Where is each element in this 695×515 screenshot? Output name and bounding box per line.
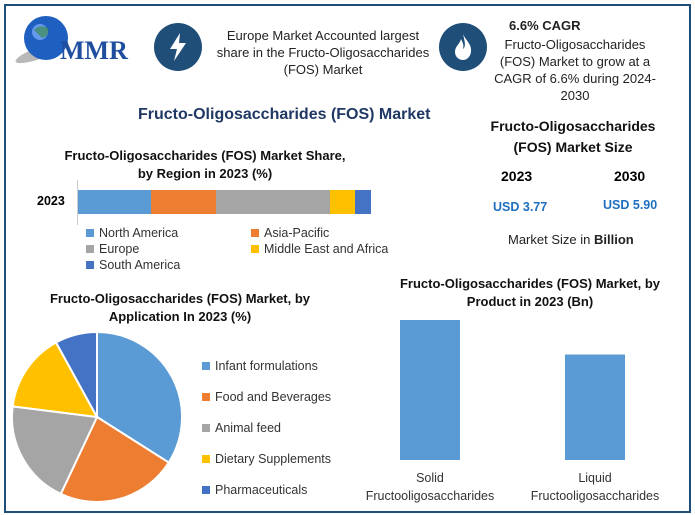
- legend-swatch: [86, 261, 94, 269]
- year-2023: 2023: [501, 168, 533, 184]
- region-axis: [77, 180, 78, 225]
- bar-segment-middle-east-and-africa: [329, 190, 355, 214]
- legend-label: South America: [99, 258, 181, 272]
- legend-label: North America: [99, 226, 179, 240]
- market-size-note: Market Size in Billion: [508, 232, 634, 247]
- cagr-text: Fructo-Oligosaccharides (FOS) Market to …: [494, 37, 656, 103]
- bar-segment-europe: [215, 190, 330, 214]
- product-category-label: Fructooligosaccharides: [366, 489, 495, 503]
- legend-item-infant-formulations: Infant formulations: [202, 350, 331, 381]
- legend-label: Pharmaceuticals: [215, 482, 308, 497]
- application-pie: [11, 330, 183, 503]
- main-title: Fructo-Oligosaccharides (FOS) Market: [138, 106, 431, 123]
- legend-swatch: [202, 423, 210, 432]
- legend-swatch: [202, 485, 210, 494]
- legend-swatch: [202, 454, 210, 463]
- legend-item-south-america: South America: [86, 258, 251, 272]
- mmr-logo: MMR: [12, 12, 142, 68]
- product-bar-chart: Solid Fructooligosaccharides Liquid Fructoo…: [366, 320, 660, 503]
- product-category-label: Solid: [416, 471, 444, 485]
- legend-label: Dietary Supplements: [215, 451, 332, 466]
- region-category-label: 2023: [37, 194, 65, 208]
- product-bar-liquid: [565, 354, 625, 460]
- legend-label: Asia-Pacific: [264, 226, 330, 240]
- lightning-icon: [154, 23, 202, 71]
- legend-item-asia-pacific: Asia-Pacific: [251, 226, 416, 240]
- highlight-europe: Europe Market Accounted largest share in…: [216, 28, 430, 77]
- bar-segment-north-america: [78, 190, 152, 214]
- pie-slice-pharmaceuticals: [54, 330, 98, 418]
- region-stacked-bar: [78, 190, 371, 214]
- bar-segment-south-america: [354, 190, 371, 214]
- legend-item-food-and-beverages: Food and Beverages: [202, 381, 331, 412]
- flame-icon: [439, 23, 487, 71]
- legend-swatch: [86, 229, 94, 237]
- product-category-label: Liquid: [578, 471, 611, 485]
- legend-swatch: [251, 229, 259, 237]
- product-chart-title: Fructo-Oligosaccharides (FOS) Market, by…: [399, 276, 661, 309]
- application-chart-title: Fructo-Oligosaccharides (FOS) Market, by…: [49, 291, 311, 324]
- legend-swatch: [202, 361, 210, 370]
- product-category-label: Fructooligosaccharides: [531, 489, 660, 503]
- legend-swatch: [202, 392, 210, 401]
- pie-slice-animal-feed: [11, 405, 99, 496]
- legend-swatch: [86, 245, 94, 253]
- logo-text: MMR: [60, 36, 128, 65]
- pie-slice-dietary-supplements: [11, 341, 99, 419]
- frame-border: [4, 4, 691, 513]
- legend-item-europe: Europe: [86, 242, 251, 256]
- value-2030: USD 5.90: [603, 198, 658, 212]
- product-bar-solid: [400, 320, 460, 460]
- legend-label: Animal feed: [215, 420, 282, 435]
- legend-item-north-america: North America: [86, 226, 251, 240]
- application-legend: Infant formulations Food and Beverages Ani…: [202, 350, 331, 505]
- cagr-heading: 6.6% CAGR: [509, 18, 581, 33]
- region-chart-title: Fructo-Oligosaccharides (FOS) Market Sha…: [64, 148, 346, 181]
- value-2023: USD 3.77: [493, 200, 548, 214]
- bar-segment-asia-pacific: [151, 190, 216, 214]
- legend-label: Middle East and Africa: [264, 242, 389, 256]
- year-2030: 2030: [614, 168, 646, 184]
- region-legend: North America Asia-Pacific Europe Middle Ea…: [86, 226, 406, 272]
- legend-label: Europe: [99, 242, 140, 256]
- legend-swatch: [251, 245, 259, 253]
- legend-item-middle-east-and-africa: Middle East and Africa: [251, 242, 416, 256]
- market-size-title: Fructo-Oligosaccharides (FOS) Market Siz…: [490, 118, 656, 155]
- legend-item-dietary-supplements: Dietary Supplements: [202, 443, 331, 474]
- legend-item-pharmaceuticals: Pharmaceuticals: [202, 474, 331, 505]
- legend-label: Infant formulations: [215, 358, 318, 373]
- legend-label: Food and Beverages: [215, 389, 332, 404]
- legend-item-animal-feed: Animal feed: [202, 412, 331, 443]
